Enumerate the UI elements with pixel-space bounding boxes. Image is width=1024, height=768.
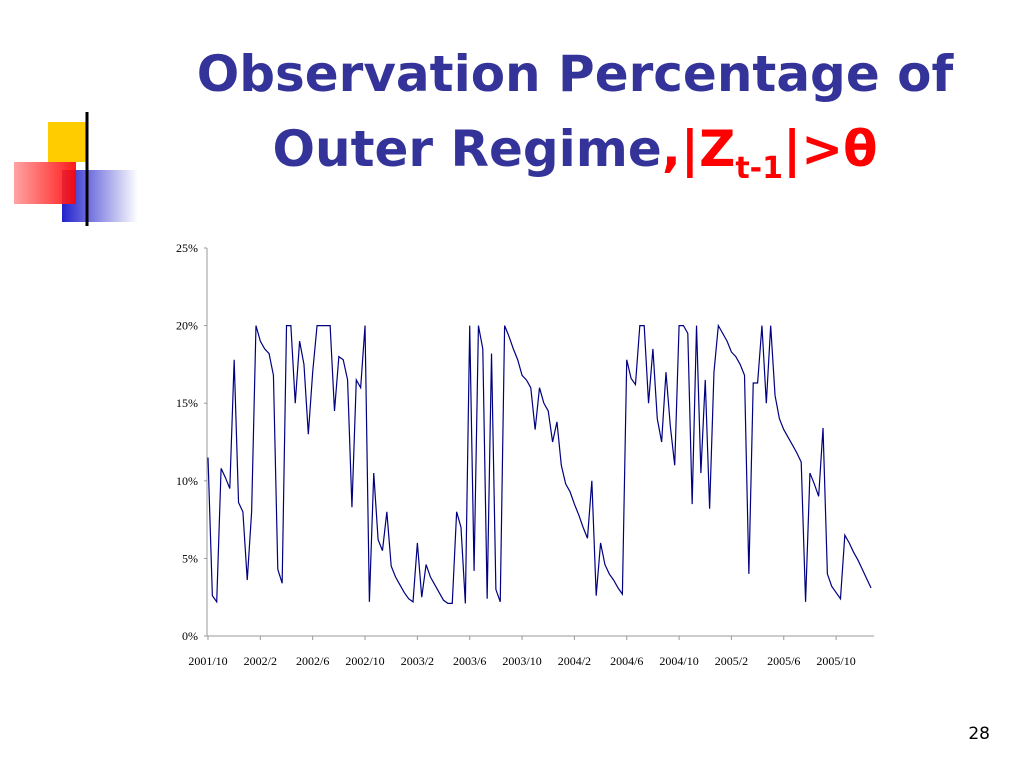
y-tick-label: 0%	[182, 629, 198, 643]
x-tick-label: 2004/6	[610, 654, 643, 668]
title-text: Outer Regime	[272, 120, 662, 178]
title-line2: Outer Regime,|Zt-1|>θ	[110, 119, 1024, 199]
y-tick-label: 25%	[176, 241, 198, 255]
y-tick-label: 5%	[182, 551, 198, 565]
x-tick-label: 2004/10	[659, 654, 698, 668]
x-tick-label: 2005/2	[715, 654, 748, 668]
title-math: ,|Zt-1|>θ	[661, 120, 878, 186]
x-tick-label: 2005/6	[767, 654, 800, 668]
deco-red	[14, 162, 76, 204]
x-tick-label: 2003/6	[453, 654, 486, 668]
page-number: 28	[968, 724, 990, 744]
data-line	[207, 323, 872, 605]
x-tick-label: 2002/2	[244, 654, 277, 668]
x-tick-label: 2002/10	[345, 654, 384, 668]
x-tick-label: 2003/2	[401, 654, 434, 668]
math-subscript: t-1	[735, 151, 783, 186]
math-suffix: |>θ	[783, 120, 878, 178]
x-tick-label: 2005/10	[816, 654, 855, 668]
math-prefix: ,|Z	[661, 120, 736, 178]
deco-yellow	[48, 122, 88, 162]
x-tick-label: 2001/10	[188, 654, 227, 668]
title-line1: Observation Percentage of	[196, 45, 954, 103]
x-tick-label: 2004/2	[558, 654, 591, 668]
y-tick-label: 10%	[176, 474, 198, 488]
x-tick-label: 2002/6	[296, 654, 329, 668]
x-tick-label: 2003/10	[502, 654, 541, 668]
y-tick-label: 20%	[176, 319, 198, 333]
y-tick-label: 15%	[176, 396, 198, 410]
